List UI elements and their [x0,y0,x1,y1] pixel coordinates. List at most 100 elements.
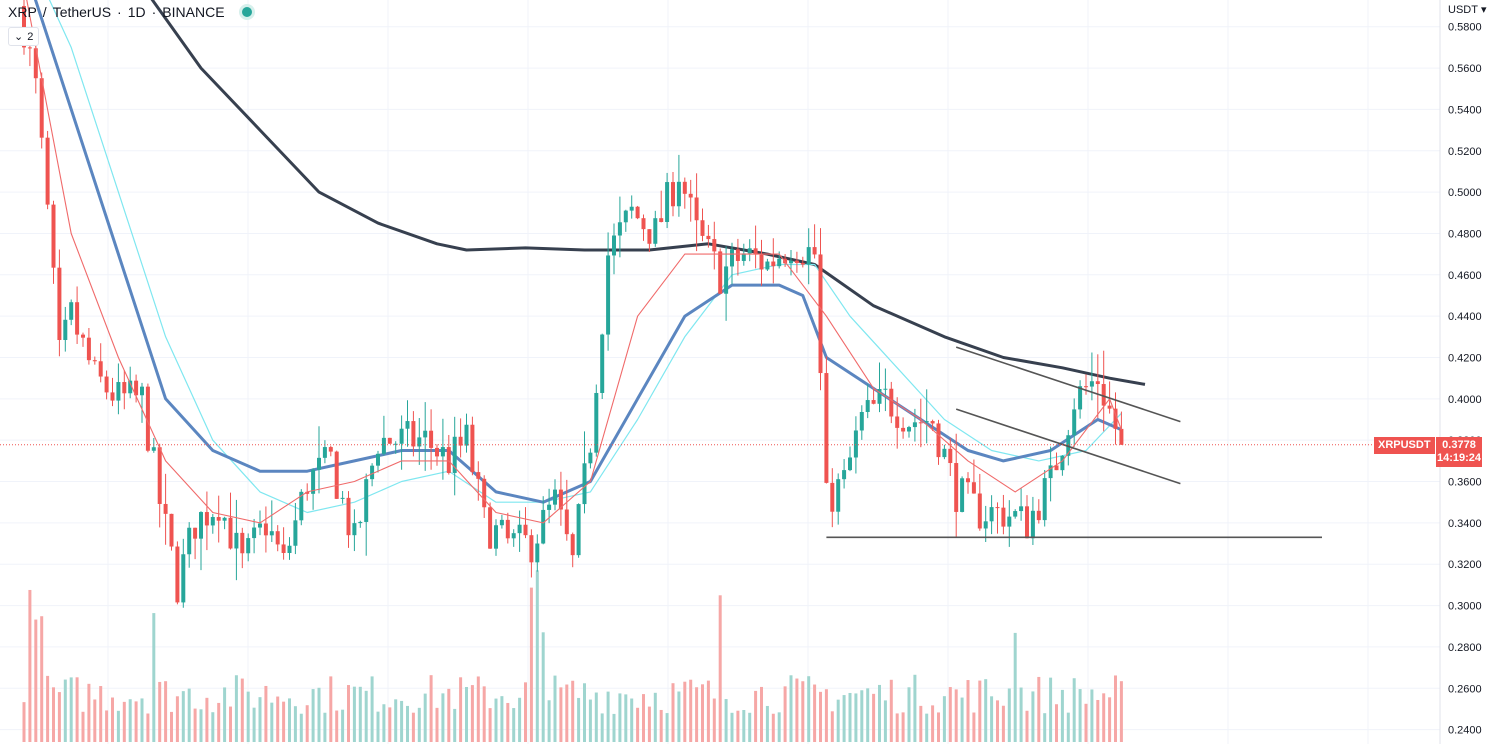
volume-bar [347,685,350,742]
candle-body [865,400,870,412]
indicators-toggle-button[interactable]: ⌄ 2 [8,27,40,46]
candle-body [140,386,144,396]
candle-body [228,517,233,549]
candle-body [376,453,380,466]
volume-bar [111,697,114,742]
volume-bar [1037,676,1041,742]
candle-body [157,447,162,504]
y-tick-label: 0.5200 [1448,146,1482,158]
volume-bar [400,700,404,742]
candle-body [1054,465,1059,471]
candle-body [63,319,68,341]
candle-body [482,478,487,508]
candle-body [824,373,829,483]
volume-bar [453,708,457,742]
volume-bar [795,678,799,742]
volume-bar [116,710,120,742]
candle-body [1013,511,1018,517]
volume-bar [311,689,315,742]
volume-bar [459,677,463,742]
candle-body [676,181,681,207]
candle-body [730,249,734,267]
volume-bar [482,686,486,742]
volume-bar [441,693,445,742]
volume-bar [246,691,250,742]
candle-body [322,447,327,458]
candle-body [358,521,363,524]
volume-bar [1049,677,1053,742]
candle-body [470,424,475,473]
candle-body [452,436,457,473]
candle-body [269,531,274,536]
candle-body [334,451,339,499]
y-tick-label: 0.4800 [1448,228,1482,240]
y-tick-label: 0.4400 [1448,311,1482,323]
y-tick-label: 0.5800 [1448,22,1482,34]
y-tick-label: 0.3400 [1448,518,1482,530]
ema-20-line [26,0,1122,524]
volume-bar [93,699,97,742]
candle-body [806,247,811,265]
volume-bar [937,712,940,742]
volume-bar [730,712,734,742]
axis-currency-selector[interactable]: USDT ▾ [1448,3,1486,17]
volume-bar [1072,678,1076,742]
candle-body [370,465,375,480]
candle-body [918,422,923,424]
channel-bottom-line [955,408,1181,485]
candle-body [181,554,186,603]
candle-body [936,423,941,458]
volume-bar [907,687,911,742]
candle-body [789,260,793,264]
volume-bar [866,688,870,742]
candle-body [104,376,109,393]
candle-body [895,416,900,428]
volume-bar [63,679,67,742]
candle-body [381,437,386,454]
volume-bar [1084,703,1088,742]
volume-bar [954,689,958,742]
y-tick-label: 0.2600 [1448,683,1482,695]
candle-body [777,258,782,267]
candle-body [641,218,646,230]
volume-bar [240,678,244,742]
candle-body [576,504,581,556]
volume-bar [535,570,539,742]
volume-bar [606,691,610,742]
volume-bar [382,704,386,742]
candle-body [252,527,257,539]
candle-body [81,334,85,338]
last-price-value: 0.3778 [1442,439,1476,451]
volume-bar [966,680,970,742]
candle-body [517,524,522,534]
volume-bar [948,687,952,742]
volume-bar [229,706,232,742]
candle-body [446,447,451,473]
candle-body [541,509,546,544]
volume-bar [895,713,899,742]
volume-bar [760,686,763,742]
volume-bar [689,679,693,742]
volume-bar [170,711,173,742]
candle-body [1101,384,1106,406]
candle-body [535,543,540,563]
volume-bar [671,683,675,742]
volume-bar [1096,699,1100,742]
volume-bar [777,712,781,742]
candle-body [570,534,575,556]
candle-body [889,388,894,417]
candle-body [33,48,38,79]
candle-body [771,261,776,267]
volume-bar [376,711,380,742]
candle-body [1048,465,1053,479]
candle-body [1042,478,1047,521]
volume-bar [34,619,38,742]
candle-body [741,253,746,261]
volume-bar [624,694,628,742]
volume-bar [134,701,138,742]
volume-bar [913,674,917,742]
candle-body [405,421,410,429]
candle-body [912,422,917,428]
candle-body [45,137,50,205]
